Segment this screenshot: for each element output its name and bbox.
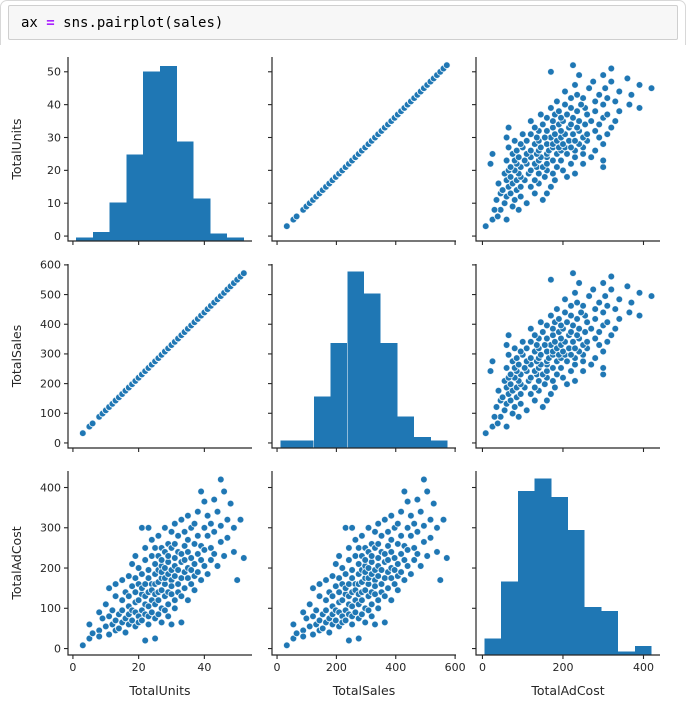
hist-bars [280, 271, 448, 448]
scatter-points [282, 61, 451, 231]
y-tick-label: 200 [40, 377, 61, 390]
scatter-points [78, 269, 248, 438]
y-tick-label: 100 [40, 407, 61, 420]
scatter-points [78, 475, 248, 650]
panel-scatter-TotalSales-vs-TotalUnits: 0 100 200 300 400 500 600 TotalSales [9, 259, 252, 452]
y-tick-label: 0 [54, 437, 61, 450]
y-tick-label: 500 [40, 288, 61, 301]
pairplot-figure: 01020304050TotalUnits0100200300400500600… [9, 57, 660, 698]
panel-scatter-TotalAdCost-vs-TotalSales: 0 200 400 600 TotalSales [268, 471, 466, 698]
x-tick-label: 0 [69, 661, 76, 674]
y-tick-label: 40 [47, 98, 61, 111]
hist-bars [76, 66, 244, 241]
x-axis-label: TotalAdCost [530, 683, 604, 698]
x-axis-label: TotalUnits [128, 683, 190, 698]
x-tick-label: 20 [132, 661, 146, 674]
x-tick-label: 400 [633, 661, 654, 674]
panel-scatter-TotalUnits-vs-TotalSales [268, 57, 456, 245]
y-tick-label: 10 [47, 197, 61, 210]
y-tick-label: 30 [47, 131, 61, 144]
y-tick-label: 50 [47, 66, 61, 79]
x-tick-label: 40 [197, 661, 211, 674]
x-tick-label: 0 [479, 661, 486, 674]
y-tick-label: 300 [40, 348, 61, 361]
code-lhs: ax [21, 15, 47, 31]
y-tick-label: 400 [40, 318, 61, 331]
x-tick-label: 400 [385, 661, 406, 674]
code-cell[interactable]: ax = sns.pairplot(sales) [8, 5, 678, 40]
y-tick-label: 600 [40, 259, 61, 272]
x-tick-label: 0 [274, 661, 281, 674]
code-operator: = [46, 15, 55, 31]
y-tick-label: 0 [54, 642, 61, 655]
y-tick-label: 0 [54, 230, 61, 243]
y-axis-label: TotalUnits [9, 118, 24, 180]
scatter-points [282, 475, 451, 650]
panel-hist-TotalAdCost: 0 200 400 TotalAdCost [472, 471, 660, 698]
code-rhs: sns.pairplot(sales) [54, 15, 224, 31]
y-tick-label: 100 [40, 602, 61, 615]
y-axis-label: TotalSales [9, 325, 24, 388]
y-axis-label: TotalAdCost [9, 526, 24, 600]
y-tick-label: 400 [40, 481, 61, 494]
y-tick-label: 200 [40, 562, 61, 575]
scatter-points [481, 269, 656, 438]
hist-bars [484, 478, 652, 655]
x-tick-label: 200 [552, 661, 573, 674]
x-tick-label: 200 [326, 661, 347, 674]
code-line: ax = sns.pairplot(sales) [21, 15, 223, 31]
pairplot-output: 0 10 20 30 40 50 TotalUnits 0 100 200 300 400 500 600… [0, 45, 686, 716]
panel-scatter-TotalUnits-vs-TotalAdCost [472, 57, 660, 245]
scatter-points [481, 61, 656, 231]
x-axis-label: TotalSales [332, 683, 395, 698]
panel-hist-TotalSales [268, 264, 456, 452]
panel-hist-TotalUnits: 0 10 20 30 40 50 TotalUnits [9, 57, 252, 245]
y-tick-label: 300 [40, 522, 61, 535]
x-tick-label: 600 [445, 661, 466, 674]
y-tick-label: 20 [47, 164, 61, 177]
panel-scatter-TotalSales-vs-TotalAdCost [472, 264, 660, 452]
